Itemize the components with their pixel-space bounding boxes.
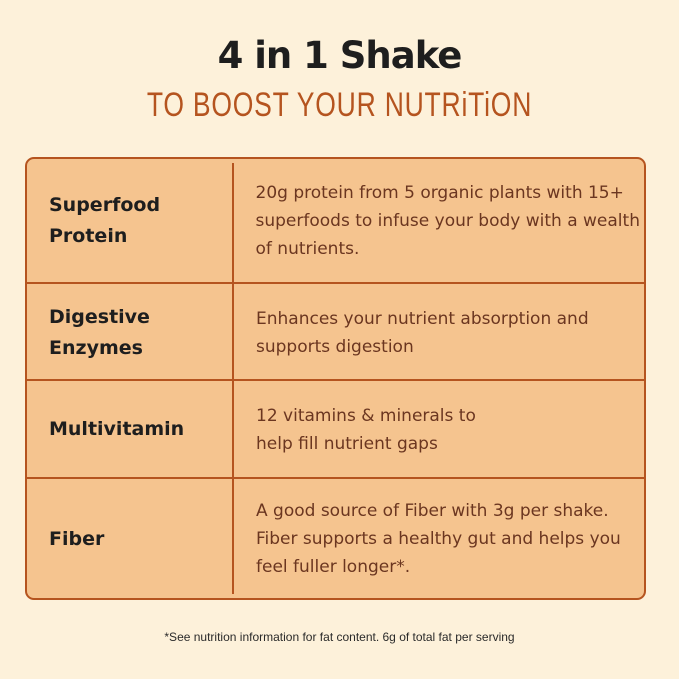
row-name: Fiber [49, 527, 105, 550]
page-title: 4 in 1 Shake [217, 34, 463, 77]
table-row: Digestive Enzymes Enhances your nutrient… [27, 282, 644, 381]
row-name: Superfood Protein [49, 194, 161, 247]
table-row: Fiber A good source of Fiber with 3g per… [27, 477, 644, 599]
benefits-table: Superfood Protein 20g protein from 5 org… [25, 157, 646, 600]
row-name: Multivitamin [49, 418, 185, 440]
row-name: Digestive Enzymes [49, 305, 150, 359]
row-description: Enhances your nutrient absorption and su… [256, 308, 589, 357]
row-description: 20g protein from 5 organic plants with 1… [255, 183, 640, 259]
table-row: Superfood Protein 20g protein from 5 org… [27, 159, 644, 283]
footnote: *See nutrition information for fat conte… [164, 630, 515, 644]
page-subtitle: TO BOOST YOUR NUTRiTiON [146, 86, 533, 124]
row-description: 12 vitamins & minerals to help fill nutr… [256, 405, 476, 454]
column-divider [232, 163, 234, 594]
row-description: A good source of Fiber with 3g per shake… [256, 501, 621, 577]
table-row: Multivitamin 12 vitamins & minerals to h… [27, 379, 644, 478]
